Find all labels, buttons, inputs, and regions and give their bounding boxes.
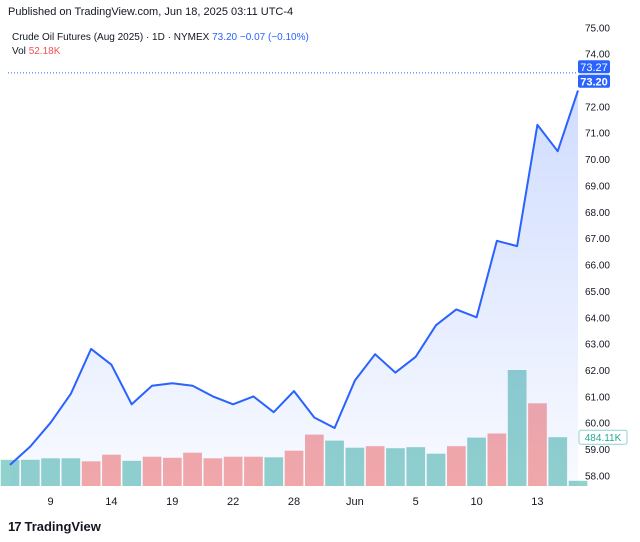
symbol-row: Crude Oil Futures (Aug 2025) · 1D · NYME… bbox=[12, 31, 309, 45]
price-tick-label: 74.00 bbox=[585, 50, 610, 61]
time-tick-label: 13 bbox=[531, 496, 543, 508]
price-tick-label: 66.00 bbox=[585, 261, 610, 272]
volume-value: 52.18K bbox=[28, 46, 61, 57]
price-axis[interactable]: 58.00 59.00 60.00 61.00 62.00 63.00 64.00 65.00… bbox=[585, 23, 610, 482]
volume-label: Vol bbox=[12, 46, 26, 57]
price-tick-label: 65.00 bbox=[585, 287, 610, 298]
time-tick-label: 28 bbox=[288, 496, 300, 508]
price-tick-label: 72.00 bbox=[585, 102, 610, 113]
price-area bbox=[10, 90, 578, 486]
price-tick-label: 58.00 bbox=[585, 472, 610, 483]
volume-badge-text: 484.11K bbox=[585, 433, 622, 444]
time-tick-label: 9 bbox=[48, 496, 54, 508]
volume-bar bbox=[568, 480, 588, 486]
time-tick-label: 10 bbox=[470, 496, 482, 508]
price-tick-label: 68.00 bbox=[585, 208, 610, 219]
price-tick-label: 60.00 bbox=[585, 419, 610, 430]
tradingview-footer[interactable]: 17 TradingView bbox=[8, 519, 101, 534]
price-badge-lower-text: 73.20 bbox=[580, 76, 608, 88]
time-tick-label: 5 bbox=[413, 496, 419, 508]
price-tick-label: 64.00 bbox=[585, 313, 610, 324]
price-badge-upper: 73.27 bbox=[578, 60, 610, 74]
tradingview-logo-icon: 17 bbox=[8, 519, 22, 534]
chart-legend: Crude Oil Futures (Aug 2025) · 1D · NYME… bbox=[12, 31, 309, 59]
price-line bbox=[9, 90, 579, 466]
price-tick-label: 63.00 bbox=[585, 340, 610, 351]
volume-badge: 484.11K bbox=[578, 429, 628, 445]
price-tick-label: 67.00 bbox=[585, 234, 610, 245]
price-tick-label: 62.00 bbox=[585, 366, 610, 377]
price-tick-label: 75.00 bbox=[585, 23, 610, 34]
time-axis[interactable]: 9 14 19 22 28 Jun 5 10 13 bbox=[48, 496, 544, 508]
time-tick-label: 19 bbox=[166, 496, 178, 508]
price-tick-label: 69.00 bbox=[585, 182, 610, 193]
time-tick-label: 22 bbox=[227, 496, 239, 508]
time-tick-label: Jun bbox=[346, 496, 364, 508]
volume-row: Vol 52.18K bbox=[12, 45, 309, 59]
tradingview-brand: TradingView bbox=[24, 519, 101, 534]
price-badge-lower: 73.20 bbox=[578, 74, 610, 88]
price-change: −0.07 (−0.10%) bbox=[239, 32, 309, 43]
price-tick-label: 61.00 bbox=[585, 392, 610, 403]
time-tick-label: 14 bbox=[105, 496, 117, 508]
published-note: Published on TradingView.com, Jun 18, 20… bbox=[8, 6, 294, 18]
price-badge-upper-text: 73.27 bbox=[580, 62, 608, 74]
last-price: 73.20 bbox=[212, 32, 238, 43]
symbol-label: Crude Oil Futures (Aug 2025) · 1D · NYME… bbox=[12, 32, 210, 43]
price-tick-label: 70.00 bbox=[585, 155, 610, 166]
price-tick-label: 59.00 bbox=[585, 445, 610, 456]
price-tick-label: 71.00 bbox=[585, 129, 610, 140]
